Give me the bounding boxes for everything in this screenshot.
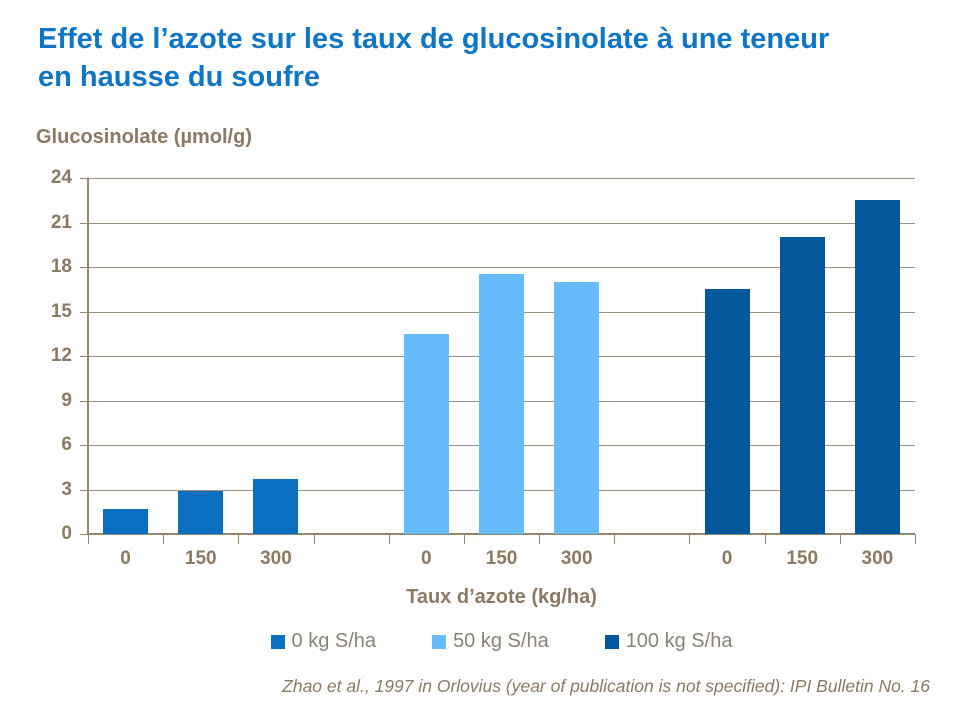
chart-legend: 0 kg S/ha 50 kg S/ha 100 kg S/ha bbox=[88, 630, 915, 653]
gridline bbox=[88, 267, 915, 268]
bar-0-kg-S/ha-N300 bbox=[253, 479, 299, 534]
x-axis-tick-label: 0 bbox=[721, 548, 733, 569]
x-axis-tick bbox=[764, 534, 766, 544]
bar-0-kg-S/ha-N0 bbox=[103, 508, 149, 534]
x-axis-tick bbox=[313, 534, 315, 544]
bar-50-kg-S/ha-N300 bbox=[554, 281, 600, 534]
x-axis-tick bbox=[614, 534, 616, 544]
x-axis-tick-label: 0 bbox=[421, 548, 432, 569]
y-axis-tick bbox=[80, 311, 88, 313]
bar-50-kg-S/ha-N150 bbox=[479, 274, 524, 534]
y-axis-tick-label: 3 bbox=[61, 478, 72, 500]
y-axis-title: Glucosinolate (µmol/g) bbox=[36, 126, 252, 148]
y-axis-tick bbox=[80, 400, 88, 402]
bar-100-kg-S/ha-N300 bbox=[854, 200, 900, 534]
y-axis-tick bbox=[80, 178, 88, 179]
legend-item: 0 kg S/ha bbox=[270, 630, 377, 653]
legend-item: 100 kg S/ha bbox=[604, 630, 733, 653]
y-axis-tick bbox=[80, 267, 88, 268]
y-axis-tick-label: 0 bbox=[61, 523, 72, 544]
legend-swatch-100-kg-S/ha bbox=[604, 634, 619, 649]
x-axis-tick bbox=[163, 534, 165, 544]
x-axis-tick-label: 300 bbox=[861, 548, 894, 569]
y-axis-tick-label: 21 bbox=[50, 211, 72, 233]
y-axis-tick-label: 18 bbox=[50, 256, 72, 277]
x-axis-title: Taux d’azote (kg/ha) bbox=[406, 586, 597, 608]
bar-100-kg-S/ha-N0 bbox=[704, 289, 750, 534]
bar-50-kg-S/ha-N0 bbox=[403, 333, 449, 534]
chart-title-line-2: en hausse du soufre bbox=[38, 61, 321, 93]
bar-100-kg-S/ha-N150 bbox=[779, 237, 825, 534]
x-axis-tick bbox=[463, 534, 465, 544]
x-axis-tick-label: 300 bbox=[260, 548, 292, 569]
x-axis-tick bbox=[915, 534, 916, 544]
x-axis-tick bbox=[539, 534, 541, 544]
gridline bbox=[88, 178, 915, 179]
x-axis-tick bbox=[839, 534, 841, 544]
x-axis-tick bbox=[689, 534, 691, 544]
legend-label: 0 kg S/ha bbox=[291, 630, 377, 652]
y-axis-tick-label: 15 bbox=[50, 300, 72, 322]
y-axis-tick bbox=[80, 445, 88, 446]
y-axis-tick-label: 9 bbox=[61, 389, 72, 411]
x-axis-tick bbox=[388, 534, 390, 544]
y-axis-tick bbox=[80, 222, 88, 224]
legend-swatch-50-kg-S/ha bbox=[432, 634, 447, 649]
y-axis-tick bbox=[80, 534, 88, 535]
chart-title: Effet de l’azote sur les taux de glucosi… bbox=[38, 20, 938, 96]
y-axis-tick-label: 24 bbox=[50, 167, 72, 188]
x-axis-tick bbox=[88, 534, 89, 544]
legend-item: 50 kg S/ha bbox=[432, 630, 549, 653]
x-axis-tick-label: 150 bbox=[786, 548, 819, 569]
legend-label: 100 kg S/ha bbox=[625, 630, 733, 652]
source-citation: Zhao et al., 1997 in Orlovius (year of p… bbox=[282, 676, 930, 696]
x-axis-tick-label: 300 bbox=[560, 548, 593, 569]
bar-0-kg-S/ha-N150 bbox=[178, 490, 224, 534]
chart-title-line-1: Effet de l’azote sur les taux de glucosi… bbox=[38, 23, 830, 55]
y-axis-tick bbox=[80, 356, 88, 357]
y-axis-tick-label: 6 bbox=[61, 434, 72, 455]
y-axis-tick-label: 12 bbox=[50, 345, 72, 366]
x-axis-tick-label: 0 bbox=[120, 548, 131, 569]
x-axis-tick-label: 150 bbox=[485, 548, 518, 569]
legend-swatch-0-kg-S/ha bbox=[270, 634, 285, 649]
y-axis-tick bbox=[80, 489, 88, 491]
x-axis-line bbox=[88, 533, 915, 535]
y-axis-line bbox=[87, 178, 89, 534]
x-axis-tick bbox=[238, 534, 240, 544]
gridline bbox=[88, 222, 915, 224]
legend-label: 50 kg S/ha bbox=[453, 630, 549, 652]
x-axis-tick-label: 150 bbox=[184, 548, 217, 569]
